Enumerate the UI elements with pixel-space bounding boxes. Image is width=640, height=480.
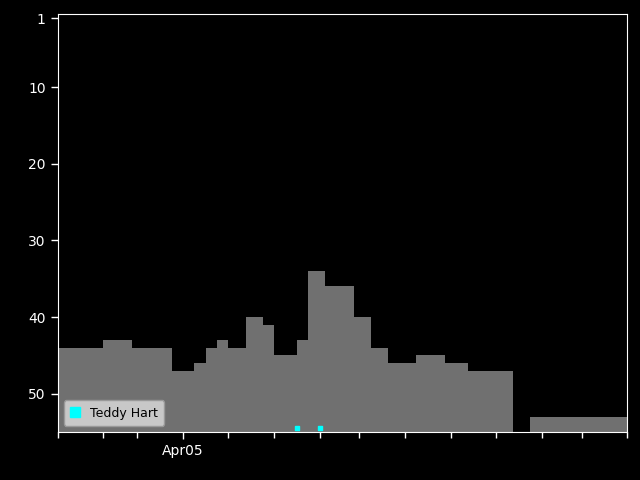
Point	[314, 424, 324, 432]
Legend: Teddy Hart: Teddy Hart	[64, 400, 164, 426]
Point	[292, 424, 302, 432]
